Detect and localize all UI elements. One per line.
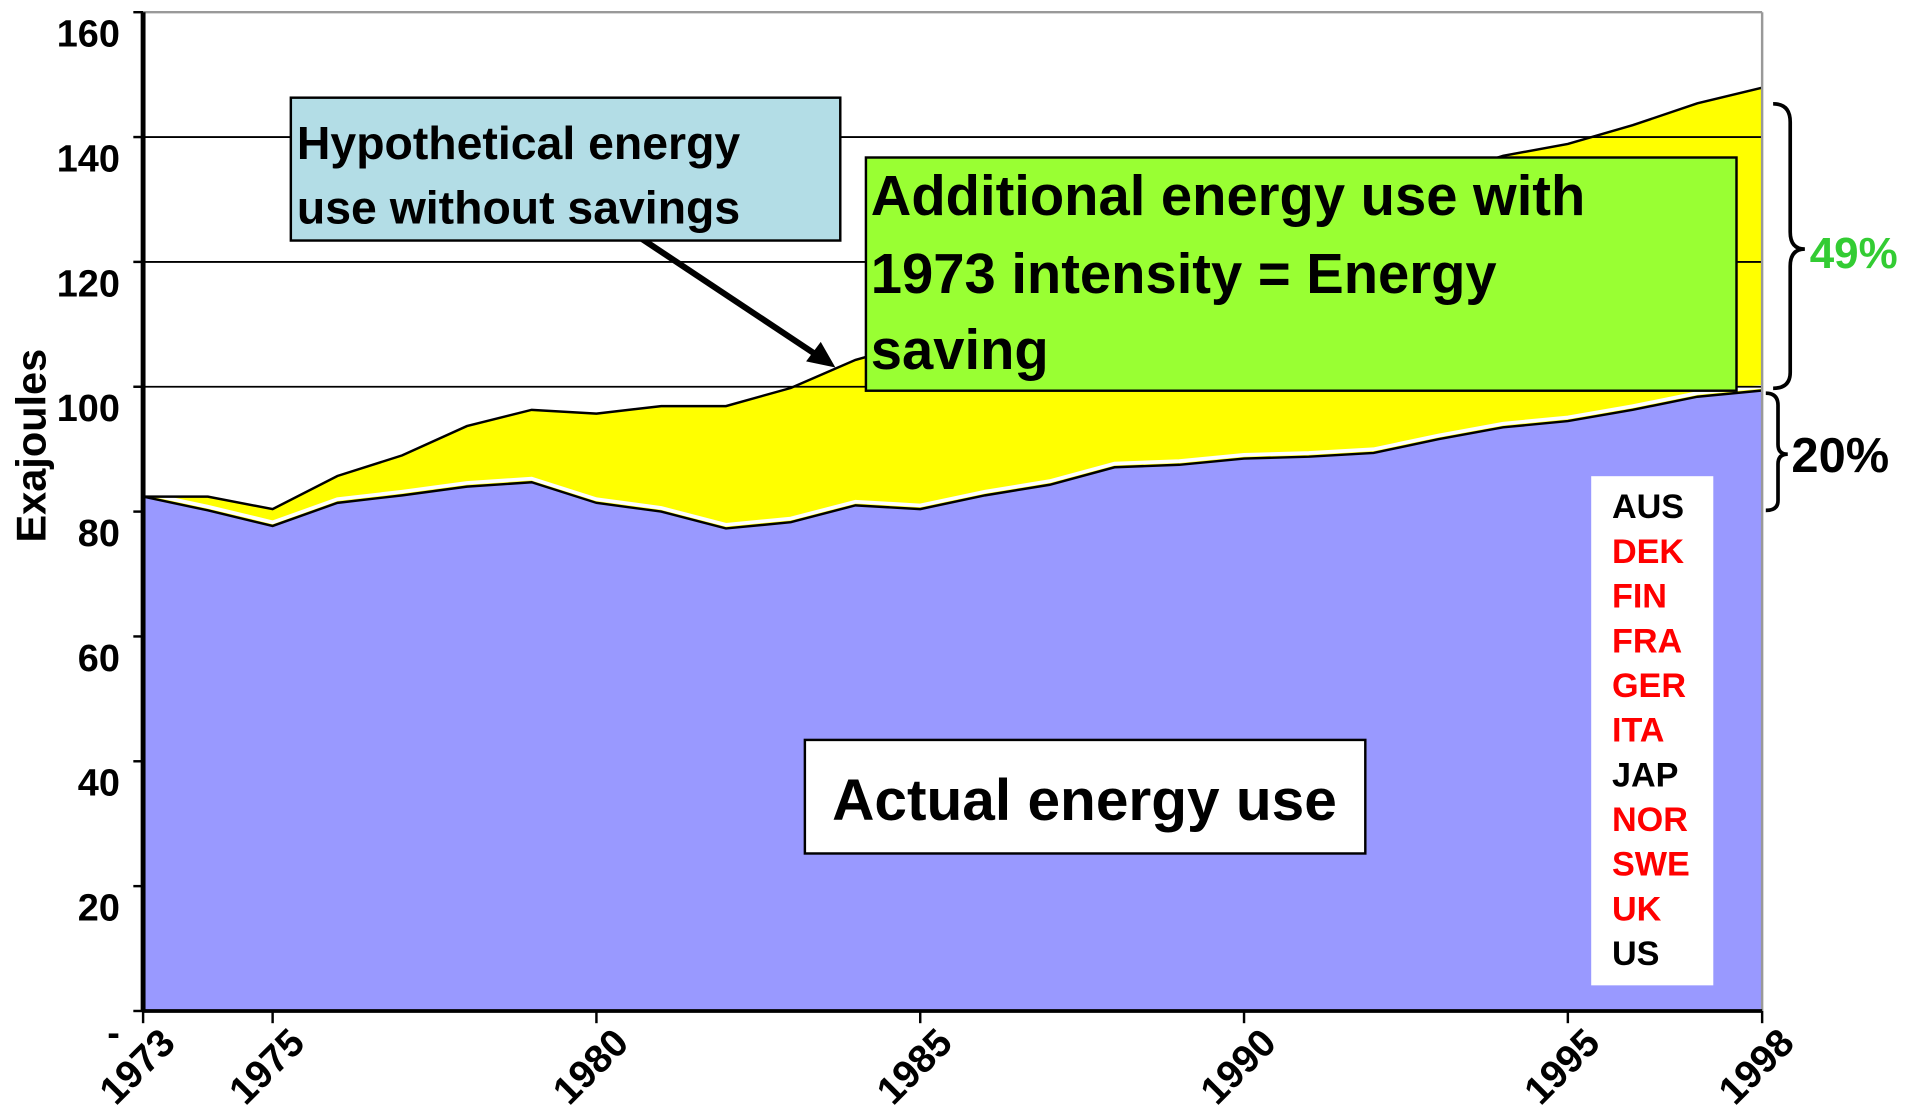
country-label: FRA (1612, 622, 1682, 660)
y-tick-label: 80 (78, 513, 120, 555)
actual-line (142, 389, 1763, 530)
brace (1773, 101, 1805, 391)
country-list: AUS DEK FIN FRA GER ITA JAP NOR SWE UK US (1612, 488, 1690, 973)
y-tick-label: 20 (78, 888, 120, 930)
x-tick-label: 1990 (1193, 1021, 1285, 1105)
share-label: 49% (1810, 229, 1898, 278)
annotation-box (289, 96, 842, 242)
y-tick-label: 40 (78, 763, 120, 805)
arrow (633, 231, 823, 361)
y-tick-label: 100 (57, 388, 120, 430)
saving-area (143, 87, 1763, 529)
country-label: DEK (1612, 533, 1684, 571)
annotation: 1973 intensity = Energy (871, 242, 1497, 305)
y-tick-label: 120 (57, 263, 120, 305)
country-label: NOR (1612, 801, 1688, 839)
x-tick-label: 1985 (869, 1021, 961, 1105)
country-label: ITA (1612, 712, 1665, 750)
actual-edge (142, 385, 1763, 527)
country-box (1591, 476, 1714, 986)
x-tick-label: 1995 (1517, 1021, 1609, 1105)
arrow-head (806, 341, 836, 368)
x-tick-label: 1973 (92, 1021, 184, 1105)
annotation: use without savings (297, 181, 740, 233)
y-tick-label: - (107, 1012, 120, 1054)
country-label: AUS (1612, 488, 1684, 526)
annotation: saving (871, 318, 1049, 381)
actual-area (143, 390, 1763, 1011)
annotation: Hypothetical energy (297, 117, 740, 169)
annotation-box (803, 738, 1367, 855)
country-label: SWE (1612, 846, 1690, 884)
country-label: GER (1612, 667, 1686, 705)
y-axis-label: Exajoules (7, 349, 54, 543)
brace (1765, 391, 1788, 513)
y-tick-label: 60 (78, 638, 120, 680)
annotation: Actual energy use (832, 768, 1337, 833)
share-label: 20% (1791, 429, 1889, 483)
x-tick-label: 1998 (1711, 1021, 1803, 1105)
y-tick-label: 140 (57, 138, 120, 180)
country-label: US (1612, 935, 1659, 973)
country-label: FIN (1612, 578, 1667, 616)
x-tick-label: 1980 (545, 1021, 637, 1105)
annotation-box (864, 156, 1738, 392)
y-tick-label: 160 (57, 14, 120, 56)
country-label: UK (1612, 890, 1662, 928)
country-label: JAP (1612, 756, 1678, 794)
annotation: Additional energy use with (871, 164, 1586, 227)
x-tick-label: 1975 (221, 1021, 313, 1105)
